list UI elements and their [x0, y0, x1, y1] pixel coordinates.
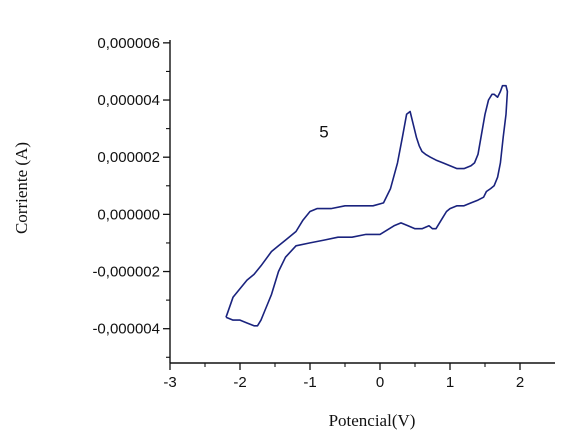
y-tick-label: 0,000002 — [97, 149, 160, 166]
y-tick-label: -0,000004 — [92, 321, 160, 338]
x-tick-label: 0 — [376, 374, 384, 391]
y-tick-label: 0,000000 — [97, 206, 160, 223]
x-axis-label: Potencial(V) — [329, 411, 416, 430]
annotation-label: 5 — [319, 122, 328, 141]
y-axis-label: Corriente (A) — [12, 142, 31, 234]
y-tick-label: -0,000002 — [92, 264, 160, 281]
x-tick-label: -2 — [233, 374, 246, 391]
axes — [169, 40, 555, 364]
y-tick-label: 0,000006 — [97, 35, 160, 52]
x-tick-label: 2 — [516, 374, 524, 391]
x-tick-label: 1 — [446, 374, 454, 391]
series — [225, 84, 509, 327]
ticks: -3 -2 -1 0 1 2 0,000006 0,000004 0,000002 0,00000… — [92, 35, 524, 391]
x-tick-label: -1 — [303, 374, 316, 391]
cv-curve-line — [225, 84, 509, 327]
y-tick-label: 0,000004 — [97, 92, 160, 109]
x-tick-label: -3 — [163, 374, 176, 391]
